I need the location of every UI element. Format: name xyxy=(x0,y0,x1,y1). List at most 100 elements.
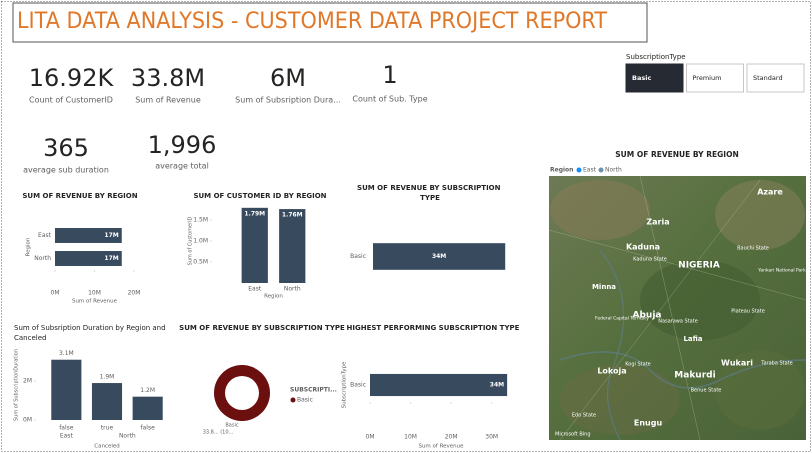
map-legend-title: Region xyxy=(550,167,573,174)
y-axis-title: Sum of SubscriptionDuration xyxy=(14,349,20,421)
legend-label: North xyxy=(605,167,622,174)
x-tick-label: 0M xyxy=(366,434,375,441)
card-label: Sum of Revenue xyxy=(135,96,201,105)
bar xyxy=(51,359,82,420)
bar xyxy=(91,383,123,420)
card-value: 6M xyxy=(270,64,306,92)
x-tick-label: 20M xyxy=(445,434,458,441)
slicer-button[interactable] xyxy=(686,63,744,93)
x-axis-title: Canceled xyxy=(94,444,120,450)
card-label: average sub duration xyxy=(23,166,109,175)
value-label: 34M xyxy=(490,382,504,389)
legend-dot xyxy=(598,167,604,173)
map-place: Wukari xyxy=(721,359,753,368)
category-label: North xyxy=(34,255,51,262)
map-attribution: Microsoft Bing xyxy=(555,432,591,438)
card-value: 365 xyxy=(43,134,89,162)
chart-title: SUM OF CUSTOMER ID BY REGION xyxy=(193,192,326,200)
category-label: Basic xyxy=(350,382,366,389)
x-tick-label: 20M xyxy=(128,290,141,297)
y-tick-label: 1.5M xyxy=(193,217,208,224)
x-axis-title: Sum of Revenue xyxy=(72,299,118,305)
map-image xyxy=(548,175,807,441)
slice-label: Basic xyxy=(225,423,238,429)
value-label: 3.1M xyxy=(59,350,74,357)
card-value: 1 xyxy=(382,61,397,89)
report-title: LITA DATA ANALYSIS - CUSTOMER DATA PROJE… xyxy=(17,9,608,34)
map-place: Minna xyxy=(592,283,616,291)
y-axis-title: Sum of CustomerID xyxy=(188,216,194,265)
value-label: 1.2M xyxy=(140,387,155,394)
category-label: Basic xyxy=(350,253,366,260)
map-place: Federal Capital Territory xyxy=(595,316,649,322)
map-place: Nasarawa State xyxy=(658,319,698,325)
chart-title: HIGHEST PERFORMING SUBSCRIPTION TYPE xyxy=(347,324,520,332)
value-label: 34M xyxy=(432,253,446,260)
bar xyxy=(55,251,122,266)
map-place: Enugu xyxy=(634,419,663,428)
value-label: 1.76M xyxy=(282,212,303,219)
x-tick-label: 30M xyxy=(485,434,498,441)
map-place: Plateau State xyxy=(731,309,765,315)
map-place: Azare xyxy=(757,188,783,197)
category-label: East xyxy=(248,286,262,293)
title-box xyxy=(12,2,648,43)
map-place: Bauchi State xyxy=(737,246,769,252)
map-place: Zaria xyxy=(646,218,669,227)
map-place: Kaduna xyxy=(626,243,660,252)
bar xyxy=(373,243,506,270)
card-label: average total xyxy=(155,162,209,171)
y-tick-label: 2M xyxy=(23,378,32,385)
bar xyxy=(132,396,163,420)
map-place: Makurdi xyxy=(674,371,715,381)
slicer-title: SubscriptionType xyxy=(626,53,686,61)
slicer-button[interactable] xyxy=(625,63,684,93)
y-axis-title: Region xyxy=(26,237,32,256)
map-place: Taraba State xyxy=(760,361,792,367)
map-place: Lokoja xyxy=(597,367,626,376)
slicer-option: Basic xyxy=(632,74,651,82)
x-tick-label: 10M xyxy=(404,434,417,441)
value-label: 17M xyxy=(104,255,118,262)
chart-title: SUM OF REVENUE BY SUBSCRIPTION TYPE xyxy=(179,324,345,332)
slicer-button[interactable] xyxy=(746,63,805,93)
y-axis-title: SubscriptionType xyxy=(342,361,348,408)
chart-title: Sum of Subsription Duration by Region an… xyxy=(14,324,168,342)
bar xyxy=(279,209,306,283)
card-label: Count of CustomerID xyxy=(29,96,113,105)
map-place: NIGERIA xyxy=(678,261,720,271)
map-place: Kaduna State xyxy=(633,257,667,263)
map-place: Lafia xyxy=(683,335,702,343)
category-label: North xyxy=(284,286,301,293)
card-value: 16.92K xyxy=(29,64,115,92)
map-place: Edo State xyxy=(572,413,596,419)
group-label: East xyxy=(60,433,74,440)
card-label: Sum of Subsription Dura... xyxy=(235,96,341,105)
chart-title: SUM OF REVENUE BY SUBSCRIPTION TYPE xyxy=(357,184,503,202)
bar xyxy=(55,228,122,243)
category-label: true xyxy=(101,425,114,432)
bar xyxy=(241,207,268,283)
bar xyxy=(370,373,508,397)
value-label: 17M xyxy=(104,232,118,239)
category-label: false xyxy=(59,425,74,432)
legend-dot xyxy=(576,167,582,173)
y-tick-label: 0M xyxy=(23,417,32,424)
card-label: Count of Sub. Type xyxy=(352,95,427,104)
x-tick-label: 0M xyxy=(51,290,60,297)
legend-title: SUBSCRIPTI... xyxy=(290,387,337,394)
chart-title: SUM OF REVENUE BY REGION xyxy=(22,192,137,200)
map-place: Yankari National Park xyxy=(757,268,806,274)
card-value: 1,996 xyxy=(148,131,217,159)
value-label: 1.9M xyxy=(100,374,115,381)
value-label: 1.79M xyxy=(244,210,265,217)
x-axis-title: Region xyxy=(264,294,283,300)
legend-label: East xyxy=(583,167,597,174)
category-label: false xyxy=(141,425,156,432)
donut-slice xyxy=(214,365,270,421)
x-tick-label: 10M xyxy=(88,290,101,297)
x-axis-title: Sum of Revenue xyxy=(418,444,464,450)
category-label: East xyxy=(38,232,52,239)
